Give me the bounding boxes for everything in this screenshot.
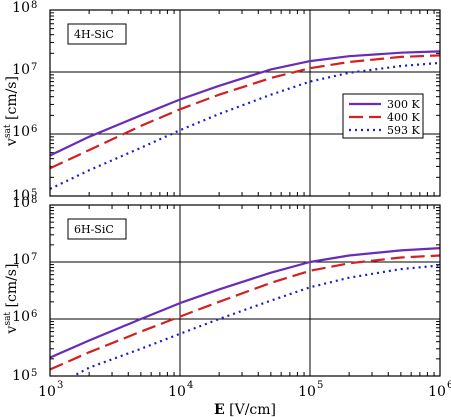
series-line-300k [50, 247, 440, 359]
panel-label: 4H-SiC [74, 28, 114, 41]
x-tick-label: 10 [428, 384, 446, 400]
y-tick-label: 10 [12, 0, 30, 16]
series-line-300k [50, 50, 440, 157]
plot-frame [49, 204, 441, 377]
x-tick-exponent: 5 [317, 380, 323, 391]
y-tick-label: 10 [12, 368, 30, 384]
legend-label: 300 K [387, 98, 420, 111]
x-tick-label: 10 [298, 384, 316, 400]
panel-label: 6H-SiC [74, 223, 114, 236]
y-tick-exponent: 7 [31, 62, 37, 73]
y-tick-label: 10 [12, 309, 30, 325]
panel-label-box [67, 218, 127, 240]
y-tick-exponent: 7 [31, 252, 37, 263]
panel-label-box [67, 23, 127, 45]
y-tick-label: 10 [12, 124, 30, 140]
y-tick-exponent: 8 [31, 195, 37, 206]
y-tick-exponent: 8 [31, 0, 37, 11]
series-line-400k [50, 54, 440, 170]
series-line-593k [71, 264, 440, 376]
y-tick-label: 10 [12, 188, 30, 204]
y-tick-exponent: 6 [31, 124, 37, 135]
legend-label: 593 K [387, 124, 420, 137]
y-tick-label: 10 [12, 62, 30, 78]
y-tick-exponent: 6 [31, 309, 37, 320]
y-axis-label: vsat [cm/s] [3, 76, 20, 147]
x-tick-label: 10 [168, 384, 186, 400]
y-tick-label: 10 [12, 195, 30, 211]
x-tick-exponent: 4 [187, 380, 193, 391]
plot-frame [49, 9, 441, 197]
x-tick-exponent: 3 [57, 380, 63, 391]
y-tick-label: 10 [12, 252, 30, 268]
y-axis-label: vsat [cm/s] [3, 264, 20, 335]
x-tick-exponent: 6 [447, 380, 451, 391]
series-line-400k [50, 254, 440, 371]
x-axis-label: E [V/cm] [214, 402, 276, 417]
legend-label: 400 K [387, 111, 420, 124]
y-tick-exponent: 5 [31, 368, 37, 379]
y-tick-exponent: 5 [31, 188, 37, 199]
x-tick-label: 10 [38, 384, 56, 400]
